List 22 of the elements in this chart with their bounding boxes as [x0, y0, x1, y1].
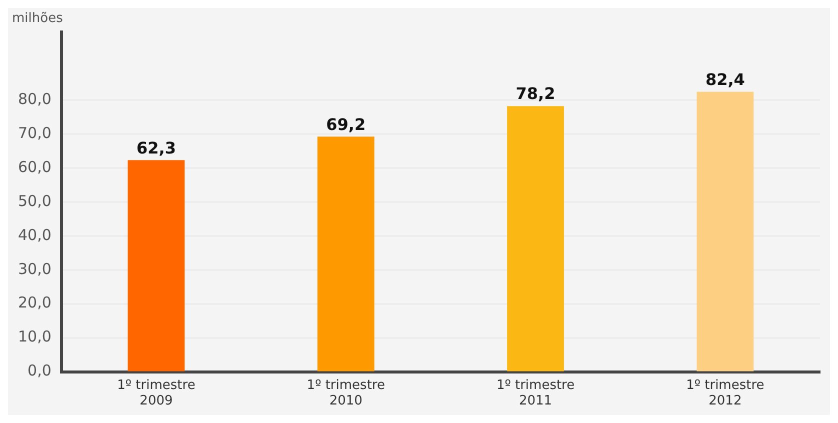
y-tick-label: 80,0 [18, 90, 52, 108]
bar [317, 136, 374, 372]
bar [507, 106, 564, 372]
y-tick-label: 10,0 [18, 328, 52, 346]
bar [128, 160, 185, 372]
y-axis-title: milhões [12, 10, 64, 26]
data-label: 78,2 [516, 84, 556, 104]
y-tick-label: 0,0 [28, 362, 52, 380]
y-tick-label: 50,0 [18, 192, 52, 210]
bar [696, 92, 754, 372]
x-tick-label: 1º trimestre 2009 [117, 378, 196, 409]
data-label: 69,2 [326, 114, 366, 134]
x-tick-label: 1º trimestre 2010 [306, 378, 385, 409]
data-label: 82,4 [705, 70, 745, 89]
y-tick-label: 40,0 [18, 226, 52, 244]
x-tick-label: 1º trimestre 2012 [686, 378, 764, 409]
y-tick-label: 20,0 [18, 294, 52, 312]
y-tick-label: 70,0 [18, 124, 52, 142]
y-tick-label: 30,0 [18, 260, 52, 278]
data-label: 62,3 [136, 138, 176, 158]
x-tick-label: 1º trimestre 2011 [496, 378, 575, 409]
y-tick-label: 60,0 [18, 158, 52, 176]
